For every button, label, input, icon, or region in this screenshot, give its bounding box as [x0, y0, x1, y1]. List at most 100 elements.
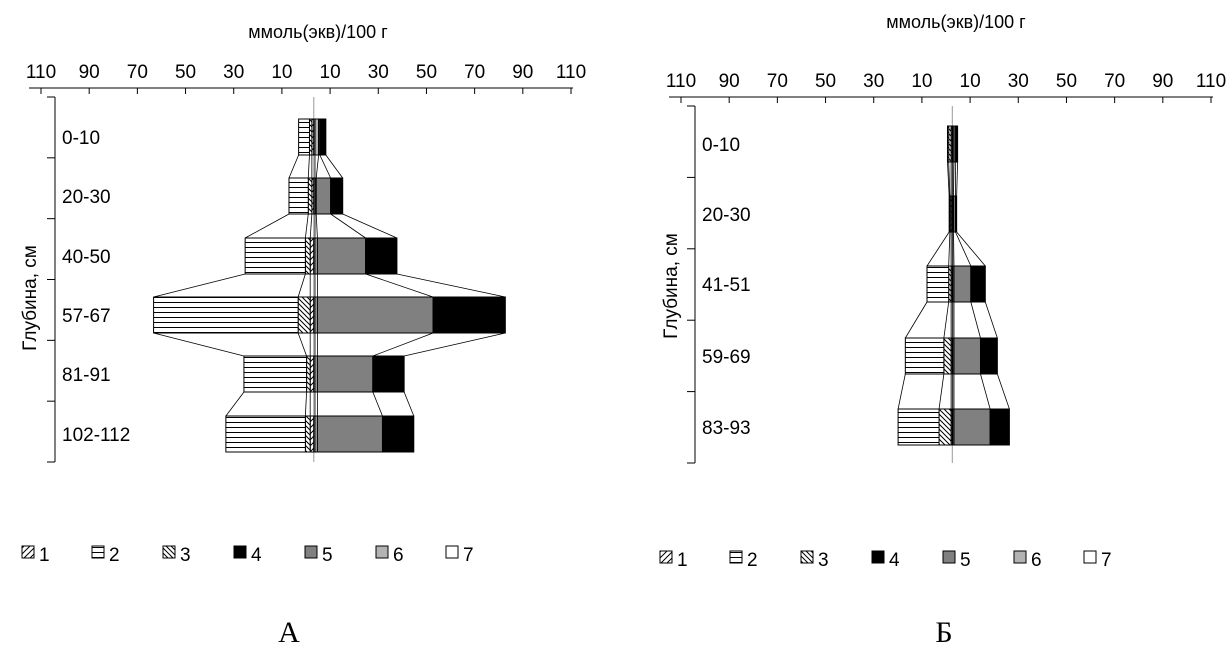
- bar-series-5: [316, 237, 367, 275]
- x-tick-label: 50: [815, 71, 836, 92]
- bar-series-4: [432, 296, 506, 334]
- bar-series-5: [315, 177, 332, 215]
- bar-series-4: [319, 118, 327, 156]
- x-tick-label: 30: [863, 71, 884, 92]
- category-label: 83-93: [702, 418, 751, 439]
- x-tick-label: 30: [368, 62, 389, 83]
- bar-series-5: [316, 355, 374, 393]
- x-tick-label: 90: [719, 71, 740, 92]
- bar-series-1: [309, 296, 315, 334]
- category-label: 81-91: [62, 365, 111, 386]
- x-tick-label: 50: [175, 62, 196, 83]
- x-tick-label: 110: [666, 71, 696, 92]
- bar-series-4: [979, 337, 998, 375]
- legend-swatch-3: [800, 550, 814, 564]
- connector-line: [956, 231, 986, 267]
- legend-swatch-7: [445, 545, 459, 559]
- bar-series-2: [243, 355, 308, 393]
- connector-line: [403, 391, 415, 417]
- connector-line: [955, 231, 972, 267]
- connector-line: [315, 213, 318, 239]
- bar-series-5: [953, 337, 981, 375]
- connector-line: [372, 332, 434, 357]
- connector-line: [309, 213, 313, 239]
- legend-swatch-1: [21, 545, 35, 559]
- connector-line: [372, 391, 383, 417]
- connector-line: [938, 373, 945, 410]
- connector-line: [288, 154, 299, 179]
- connector-line: [304, 213, 309, 239]
- bar-series-4: [954, 195, 958, 233]
- bar-series-2: [926, 265, 950, 303]
- connector-line: [984, 301, 998, 339]
- connector-line: [904, 301, 928, 339]
- bar-series-3: [304, 237, 311, 275]
- bar-series-2: [904, 337, 945, 375]
- connector-line: [956, 161, 958, 197]
- bar-series-1: [309, 355, 315, 393]
- bar-series-1: [309, 415, 315, 453]
- category-label: 40-50: [62, 247, 111, 268]
- connector-line: [948, 161, 951, 197]
- bar-series-3: [307, 177, 313, 215]
- connector-line: [947, 161, 950, 197]
- x-tick-label: 70: [1104, 71, 1125, 92]
- bar-series-1: [309, 237, 315, 275]
- unit-label: ммоль(экв)/100 г: [248, 22, 388, 42]
- y-axis-label: Глубина, см: [661, 233, 682, 339]
- legend-label-3: 3: [180, 545, 191, 566]
- connector-line: [396, 273, 506, 298]
- bar-series-4: [381, 415, 415, 453]
- connector-line: [996, 373, 1010, 410]
- x-tick-label: 70: [127, 62, 148, 83]
- x-tick-label: 50: [416, 62, 437, 83]
- connector-line: [153, 332, 245, 357]
- bar-series-2: [946, 125, 950, 163]
- legend-a: 1 2 3 4 5 6 7: [21, 545, 474, 566]
- x-tick-label: 10: [911, 71, 932, 92]
- bar-series-2: [153, 296, 299, 334]
- connector-line: [365, 273, 434, 298]
- bar-series-4: [970, 265, 986, 303]
- connector-line: [153, 273, 246, 298]
- legend-swatch-5: [942, 550, 956, 564]
- legend-swatch-2: [91, 545, 105, 559]
- connector-line: [319, 154, 332, 179]
- connector-line: [225, 391, 245, 417]
- bar-series-6: [314, 118, 320, 156]
- bar-series-2: [244, 237, 306, 275]
- connector-line: [980, 373, 991, 410]
- legend-b: 1 2 3 4 5 6 7: [659, 550, 1112, 571]
- legend-swatch-2: [729, 550, 743, 564]
- x-tick-label: 70: [767, 71, 788, 92]
- bar-series-4: [372, 355, 405, 393]
- connector-line: [297, 273, 306, 298]
- connector-line: [297, 332, 307, 357]
- legend-label-7: 7: [1101, 550, 1112, 571]
- legend-swatch-3: [162, 545, 176, 559]
- chart-panel-a: ммоль(экв)/100 г 110 90 70 50 30 10 10 30 50 70 90 1…: [20, 22, 586, 649]
- chart-panel-b: ммоль(экв)/100 г 110 90 70 50 30 10 10 30 50 70 90 1…: [661, 12, 1226, 649]
- legend-label-2: 2: [747, 550, 758, 571]
- x-tick-label: 50: [1056, 71, 1077, 92]
- legend-swatch-7: [1083, 550, 1097, 564]
- connector-line: [330, 213, 366, 239]
- legend-label-7: 7: [463, 545, 474, 566]
- x-tick-label: 90: [1152, 71, 1173, 92]
- x-tick-label: 110: [26, 62, 56, 83]
- bar-series-4: [955, 125, 959, 163]
- bar-series-5: [316, 415, 383, 453]
- bar-series-2: [225, 415, 306, 453]
- bar-series-2: [948, 195, 951, 233]
- panel-label: Б: [935, 616, 952, 649]
- connector-line: [926, 231, 950, 267]
- category-label: 0-10: [62, 128, 100, 149]
- unit-label: ммоль(экв)/100 г: [886, 12, 1026, 32]
- legend-label-4: 4: [889, 550, 900, 571]
- bar-series-3: [306, 355, 311, 393]
- x-tick-label: 110: [1196, 71, 1226, 92]
- x-tick-label: 10: [320, 62, 341, 83]
- legend-label-1: 1: [39, 545, 50, 566]
- bar-series-2: [288, 177, 309, 215]
